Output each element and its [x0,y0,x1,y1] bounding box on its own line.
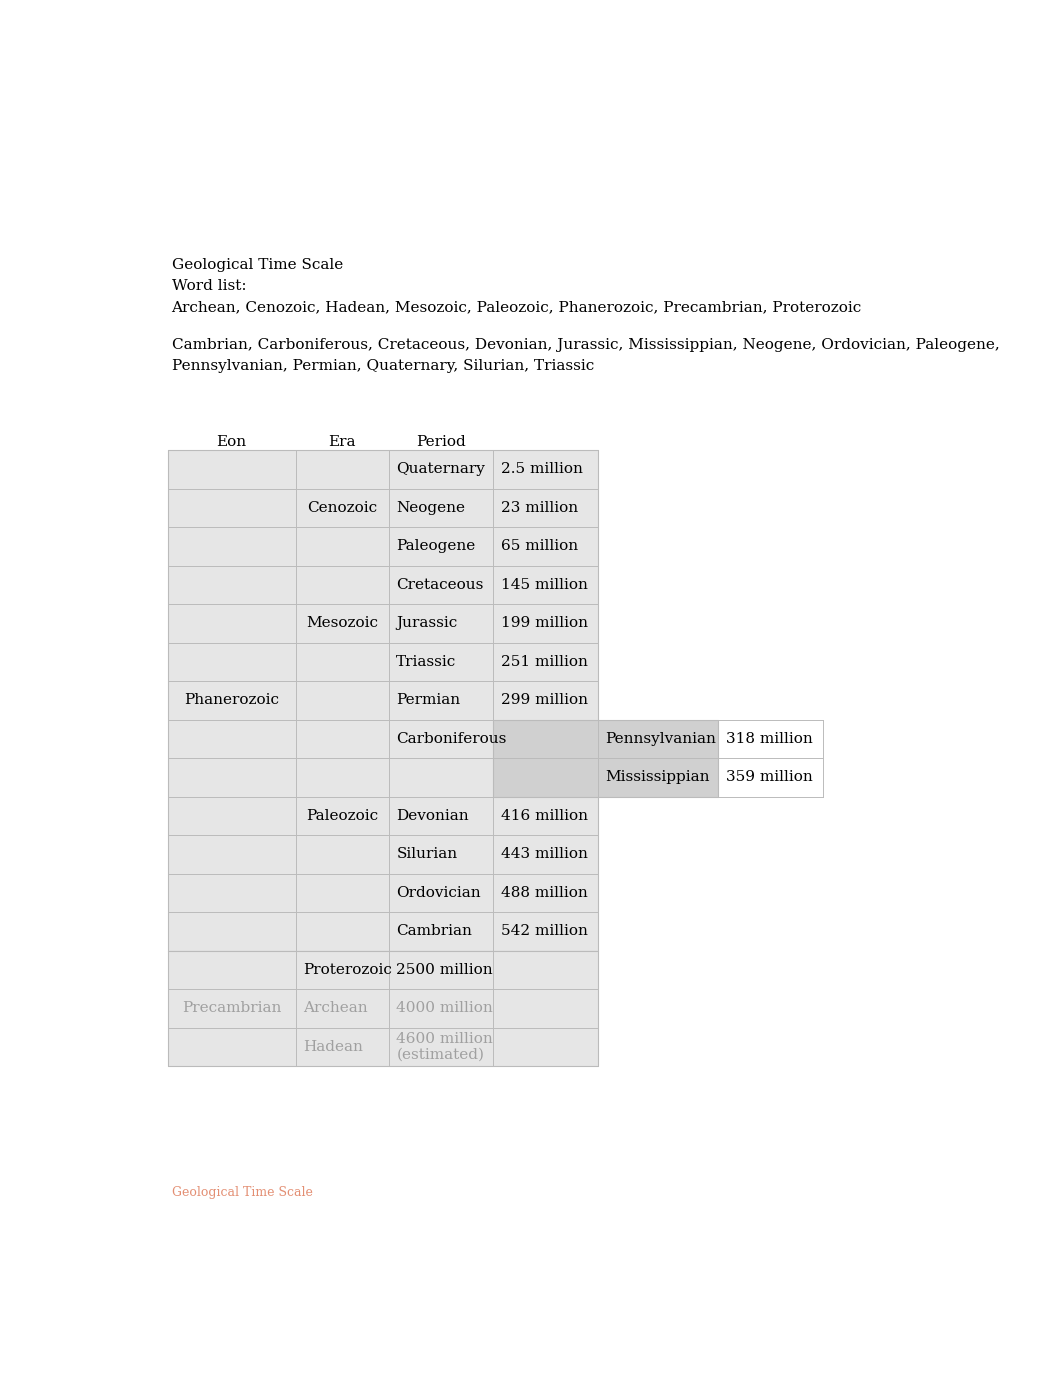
Text: Mesozoic: Mesozoic [306,617,378,631]
Bar [168,450,598,950]
Text: 359 million: 359 million [725,770,812,785]
Text: Cenozoic: Cenozoic [307,501,377,515]
Text: Quaternary: Quaternary [396,463,485,476]
Text: Pennsylvanian, Permian, Quaternary, Silurian, Triassic: Pennsylvanian, Permian, Quaternary, Silu… [171,359,594,373]
Text: Cambrian, Carboniferous, Cretaceous, Devonian, Jurassic, Mississippian, Neogene,: Cambrian, Carboniferous, Cretaceous, Dev… [171,339,999,353]
Text: 4600 million
(estimated): 4600 million (estimated) [396,1031,493,1062]
Text: 416 million: 416 million [501,808,588,823]
Bar [493,720,718,797]
Text: Period: Period [416,435,466,449]
Bar [168,950,598,1066]
Text: 2.5 million: 2.5 million [501,463,583,476]
Text: 251 million: 251 million [501,655,587,669]
Text: Precambrian: Precambrian [182,1001,281,1015]
Text: Cambrian: Cambrian [396,924,473,938]
Text: 65 million: 65 million [501,540,578,554]
Text: 542 million: 542 million [501,924,587,938]
Text: Geological Time Scale: Geological Time Scale [171,1186,312,1198]
Text: Neogene: Neogene [396,501,465,515]
Text: Carboniferous: Carboniferous [396,733,507,746]
Text: 199 million: 199 million [501,617,588,631]
Text: 23 million: 23 million [501,501,578,515]
Text: Jurassic: Jurassic [396,617,458,631]
Text: Proterozoic: Proterozoic [304,963,392,976]
Text: Archean, Cenozoic, Hadean, Mesozoic, Paleozoic, Phanerozoic, Precambrian, Proter: Archean, Cenozoic, Hadean, Mesozoic, Pal… [171,300,861,315]
Text: Era: Era [328,435,356,449]
Text: Word list:: Word list: [171,280,246,293]
Text: Paleozoic: Paleozoic [306,808,378,823]
Text: Silurian: Silurian [396,847,458,862]
Text: Ordovician: Ordovician [396,885,481,901]
Text: Cretaceous: Cretaceous [396,578,483,592]
Text: 488 million: 488 million [501,885,587,901]
Text: 318 million: 318 million [725,733,812,746]
Text: Pennsylvanian: Pennsylvanian [605,733,717,746]
Text: Mississippian: Mississippian [605,770,710,785]
Text: 443 million: 443 million [501,847,587,862]
Text: Eon: Eon [217,435,246,449]
Text: 299 million: 299 million [501,694,588,708]
Text: Triassic: Triassic [396,655,457,669]
Text: Permian: Permian [396,694,460,708]
Text: Paleogene: Paleogene [396,540,476,554]
Text: 2500 million: 2500 million [396,963,493,976]
Text: Phanerozoic: Phanerozoic [184,694,279,708]
Text: Hadean: Hadean [304,1040,363,1053]
Text: Devonian: Devonian [396,808,469,823]
Text: Archean: Archean [304,1001,367,1015]
Text: Geological Time Scale: Geological Time Scale [171,257,343,271]
Text: 145 million: 145 million [501,578,587,592]
Text: 4000 million: 4000 million [396,1001,493,1015]
